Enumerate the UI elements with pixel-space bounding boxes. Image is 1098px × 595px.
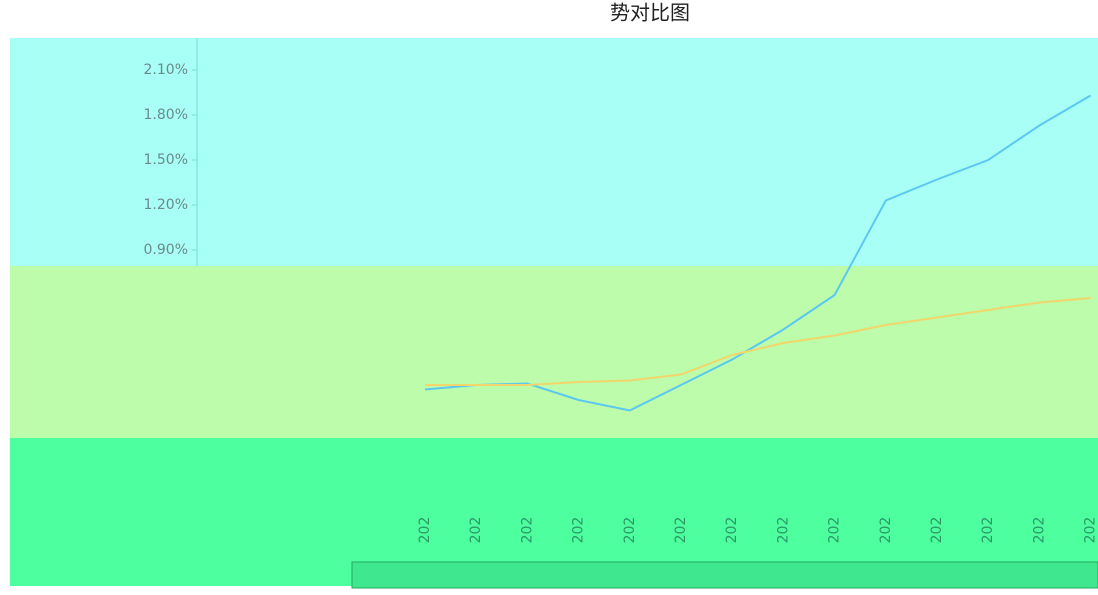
y-tick-label: 0.90% [144,242,188,258]
x-tick-label: 202 [878,517,894,544]
chart-title: 势对比图 [610,1,690,25]
x-tick-label: 202 [1031,517,1047,544]
x-tick-label: 202 [622,517,638,544]
x-tick-label: 202 [929,517,945,544]
x-tick-label: 202 [519,517,535,544]
x-tick-label: 202 [827,517,843,544]
x-tick-label: 202 [417,517,433,544]
chart: 势对比图 0.90% 1.20% 1.50% 1.80% 2.10% 202 202 202 2… [0,0,1098,591]
x-tick-label: 202 [571,517,587,544]
x-tick-label: 202 [724,517,740,544]
x-tick-label: 202 [775,517,791,544]
x-tick-label: 202 [980,517,996,544]
y-tick-label: 1.80% [144,107,188,123]
band-middle [10,266,1098,438]
y-tick-label: 2.10% [144,62,188,78]
y-tick-label: 1.50% [144,152,188,168]
y-tick-label: 1.20% [144,197,188,213]
x-tick-label: 202 [673,517,689,544]
x-tick-label: 202 [468,517,484,544]
x-tick-label: 202 [1083,517,1098,544]
footer-box [352,562,1098,588]
